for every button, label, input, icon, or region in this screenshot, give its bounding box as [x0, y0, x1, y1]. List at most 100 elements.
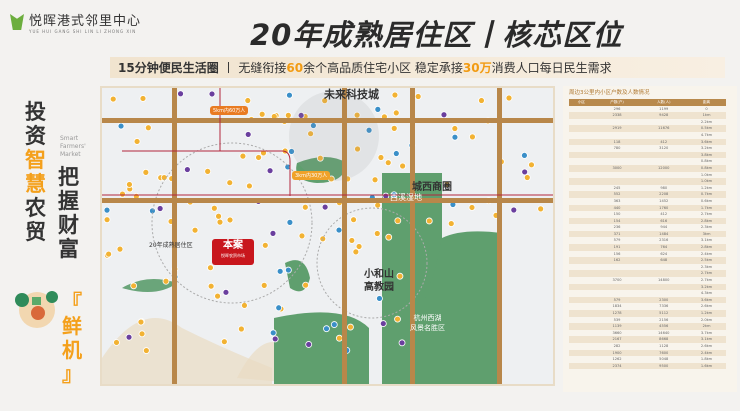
table-row: 245 980 1.2km: [569, 185, 726, 192]
table-cell: [569, 198, 594, 205]
residence-table-panel: 周边3公里内小区户数及人数情况 小区 户数(户) 人数(人) 距离 296 1199 0 23…: [563, 86, 737, 392]
poi-marker-icon: [177, 90, 184, 98]
table-row: 4.3km: [569, 290, 726, 297]
poi-marker-icon: [321, 203, 329, 211]
table-cell: 1km: [687, 112, 726, 119]
poi-marker-icon: [394, 315, 401, 323]
table-cell: 2.0km: [700, 317, 713, 322]
table-row: 150 412 2.7km: [569, 211, 726, 218]
table-row: 1834 7336 2.6km: [569, 303, 726, 310]
table-cell: 1834: [612, 304, 622, 309]
table-row: 2167 8668 3.1km: [569, 336, 726, 343]
label-xixi: 西溪湿地: [390, 193, 422, 202]
slogan-char: 财: [58, 213, 79, 237]
poi-marker-icon: [298, 232, 306, 240]
table-cell: [569, 172, 594, 179]
table-cell: 3120: [659, 146, 669, 151]
subtitle-n2: 30万: [462, 61, 492, 75]
table-cell: 156: [613, 251, 621, 256]
slogan-char: 农: [25, 196, 46, 220]
table-cell: [594, 290, 641, 297]
poi-marker-icon: [126, 181, 133, 188]
table-row: 3000 12000 0.8km: [569, 164, 726, 172]
label-line: 小和山: [364, 269, 394, 280]
smart-farmers-market-text: Smart Farmers' Market: [60, 135, 86, 159]
table-cell: [640, 283, 688, 291]
table-cell: 11676: [640, 125, 688, 132]
table-cell: [594, 132, 641, 139]
poi-marker-icon: [394, 217, 402, 225]
poi-marker-icon: [269, 229, 277, 237]
table-cell: 7336: [659, 304, 669, 309]
poi-marker-icon: [286, 218, 294, 226]
poi-marker-icon: [210, 204, 218, 212]
bubble-5km: 5km内60万人: [210, 106, 249, 115]
table-cell: 282: [613, 343, 621, 348]
poi-marker-icon: [237, 325, 245, 333]
table-cell: 162: [593, 257, 641, 264]
table-cell: 1.0km: [687, 178, 726, 185]
poi-marker-icon: [305, 341, 313, 348]
poi-marker-icon: [335, 334, 343, 342]
table-cell: 780: [613, 146, 621, 151]
table-cell: 2km: [687, 323, 726, 330]
project-site-marker[interactable]: 本案 悦晖农贸市场: [212, 239, 254, 265]
table-cell: 2.8km: [687, 217, 726, 225]
table-cell: [569, 264, 594, 271]
poi-marker-icon: [156, 205, 164, 212]
xiaohe-circle: [316, 207, 428, 319]
table-cell: [569, 145, 594, 152]
poi-marker-icon: [374, 105, 382, 113]
leaf-logo-icon: [10, 14, 24, 30]
poi-marker-icon: [204, 167, 212, 175]
poi-marker-icon: [355, 243, 363, 250]
poi-marker-icon: [261, 241, 269, 249]
slogan-char: 慧: [25, 172, 46, 196]
table-header: 人数(人): [640, 99, 688, 106]
table-cell: 1.2km: [687, 310, 726, 317]
subtitle-n1: 60: [286, 61, 304, 75]
table-cell: 9428: [640, 112, 688, 119]
table-row: 1278 5112 1.2km: [569, 310, 726, 317]
table-cell: 2.7km: [700, 278, 713, 283]
slogan-char: 握: [58, 189, 79, 213]
table-cell: 1262: [612, 357, 622, 362]
poi-marker-icon: [258, 110, 266, 118]
table-cell: 3.6km: [687, 296, 726, 304]
table-cell: 5112: [640, 310, 688, 317]
poi-marker-icon: [377, 154, 385, 161]
table-cell: 0.8km: [687, 164, 726, 172]
poi-marker-icon: [323, 325, 330, 333]
location-map[interactable]: 未来科技城 5km内60万人 3km内30万人 城西商圈 西溪湿地 20年成熟居…: [100, 86, 555, 386]
table-cell: 150: [613, 212, 621, 217]
table-cell: 1.0km: [700, 172, 713, 177]
table-cell: [640, 270, 688, 278]
poi-marker-icon: [130, 282, 138, 290]
market-illustration-icon: [15, 291, 58, 328]
table-cell: 14800: [658, 278, 670, 283]
slogan-col3: 『鲜机』: [62, 290, 82, 386]
table-cell: [569, 230, 594, 238]
table-cell: 1.7km: [687, 204, 726, 212]
table-cell: 1199: [659, 106, 669, 111]
slogan-char: 贸: [25, 220, 46, 244]
poi-marker-icon: [215, 212, 222, 220]
subtitle-bar: 15分钟便民生活圈 丨 无缝衔接60余个高品质住宅小区 稳定承接30万消费人口每…: [110, 57, 725, 78]
table-cell: 371: [593, 230, 641, 238]
table-cell: [569, 211, 594, 218]
table-cell: 7600: [640, 349, 688, 357]
poi-marker-icon: [352, 248, 360, 256]
poi-marker-icon: [510, 206, 518, 214]
page-title: 20年成熟居住区丨核芯区位: [250, 18, 623, 52]
table-cell: [569, 356, 594, 363]
table-cell: [569, 317, 594, 324]
table-cell: 3.6km: [687, 138, 726, 146]
poi-marker-icon: [392, 150, 400, 157]
poi-marker-icon: [244, 131, 252, 138]
slogan-char: 投: [25, 100, 46, 124]
table-cell: [569, 310, 594, 317]
poi-marker-icon: [443, 181, 451, 188]
poi-marker-icon: [138, 330, 146, 338]
label-westlake: 杭州西湖 风景名胜区: [410, 313, 445, 333]
table-title: 周边3公里内小区户数及人数情况: [569, 90, 650, 96]
